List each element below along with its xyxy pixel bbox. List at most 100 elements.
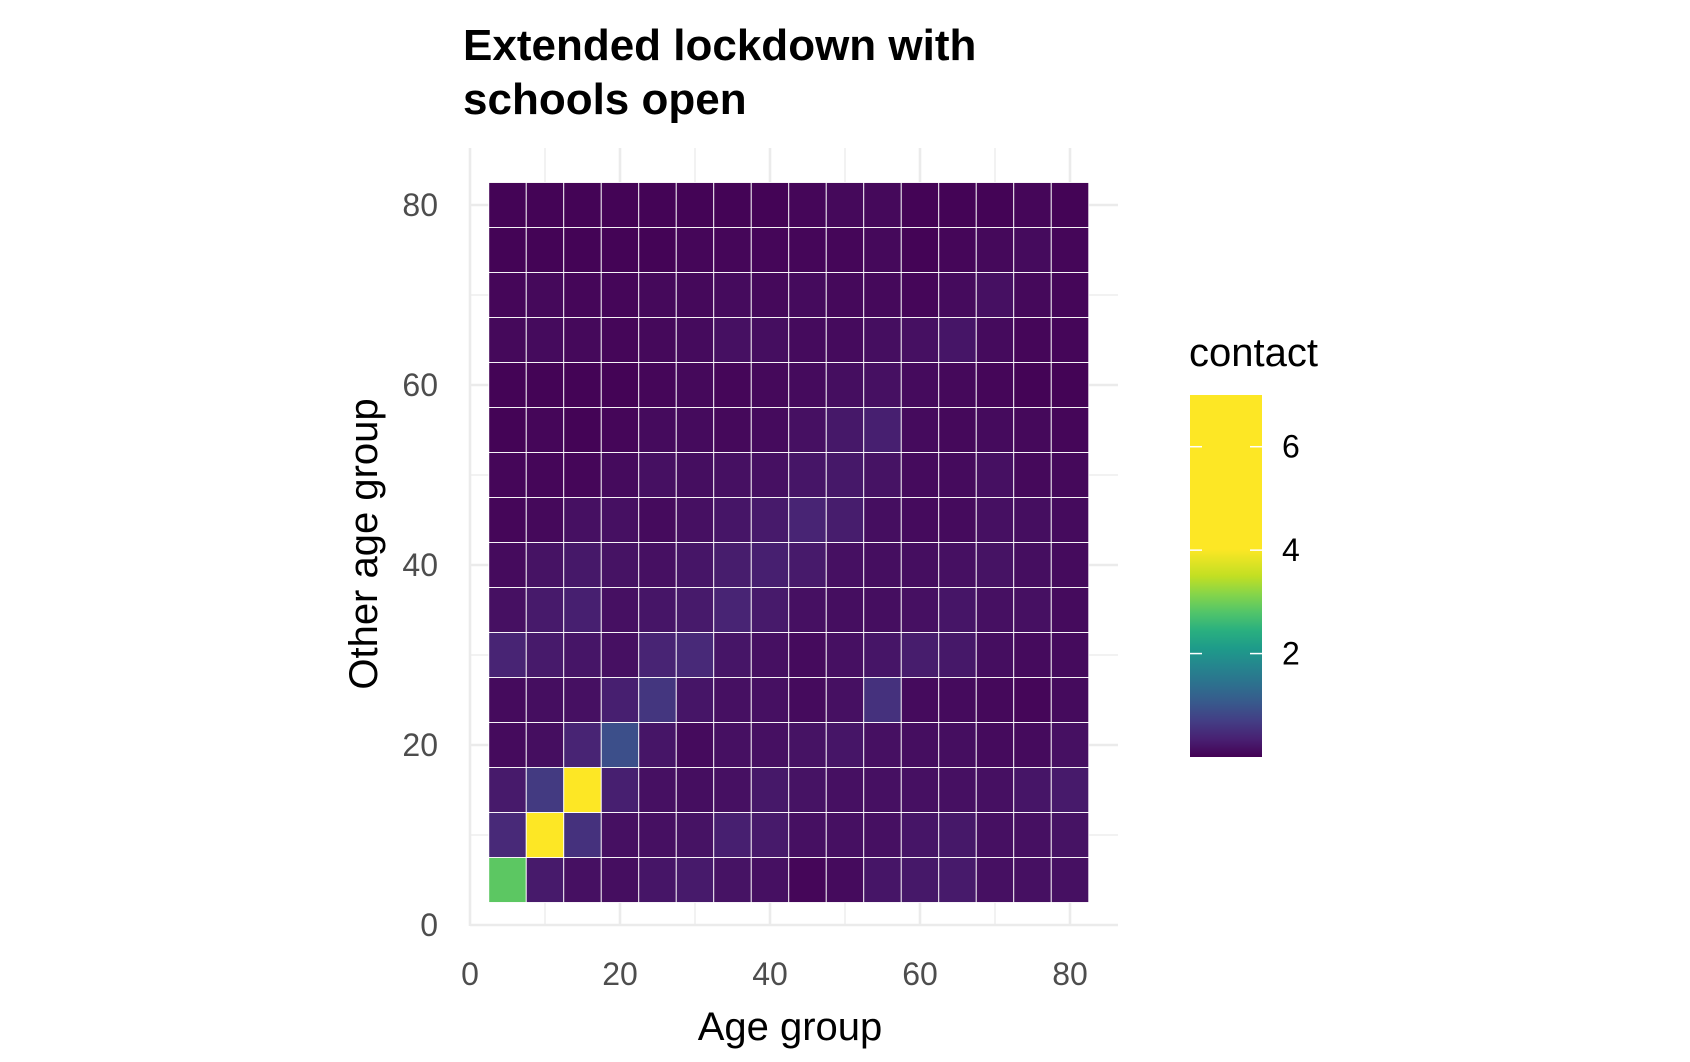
- heatmap-cell: [1013, 452, 1052, 498]
- heatmap-cell: [638, 677, 677, 723]
- legend-label: 4: [1282, 532, 1300, 568]
- heatmap-cell: [488, 272, 527, 318]
- heatmap-cell: [525, 587, 565, 633]
- heatmap-cell: [975, 452, 1015, 498]
- heatmap-cell: [525, 227, 565, 273]
- heatmap-cell: [1013, 542, 1052, 588]
- heatmap-cell: [1013, 407, 1052, 453]
- heatmap-cell: [600, 227, 640, 273]
- heatmap-cell: [975, 587, 1015, 633]
- heatmap-cell: [975, 272, 1015, 318]
- heatmap-cell: [863, 182, 902, 228]
- heatmap-cell: [638, 542, 677, 588]
- heatmap-cell: [938, 632, 977, 678]
- heatmap-cell: [675, 767, 715, 813]
- heatmap-cell: [638, 767, 677, 813]
- chart-title: Extended lockdown with schools open: [463, 21, 976, 124]
- heatmap-cell: [675, 587, 715, 633]
- heatmap-cell: [938, 407, 977, 453]
- chart-title-line-2: schools open: [463, 75, 747, 124]
- heatmap-cell: [600, 272, 640, 318]
- heatmap-cell: [975, 227, 1015, 273]
- heatmap-cell: [638, 317, 677, 363]
- heatmap-cell: [900, 452, 940, 498]
- heatmap-cell: [1013, 632, 1052, 678]
- heatmap-cell: [638, 857, 677, 903]
- x-tick-label: 80: [1052, 956, 1088, 992]
- heatmap-cell: [1013, 767, 1052, 813]
- heatmap-cell: [863, 587, 902, 633]
- y-tick-label: 40: [402, 547, 438, 583]
- heatmap-cell: [750, 542, 790, 588]
- heatmap-cell: [1013, 497, 1052, 543]
- heatmap-cell: [863, 497, 902, 543]
- heatmap-cell: [675, 362, 715, 408]
- heatmap-cell: [938, 812, 977, 858]
- heatmap-cell: [525, 497, 565, 543]
- heatmap-cell: [863, 812, 902, 858]
- heatmap-cell: [863, 857, 902, 903]
- heatmap-cell: [788, 812, 827, 858]
- heatmap-cell: [750, 587, 790, 633]
- heatmap-cell: [863, 767, 902, 813]
- heatmap-cell: [750, 452, 790, 498]
- heatmap-cell: [600, 722, 640, 768]
- heatmap-cell: [750, 227, 790, 273]
- heatmap-cell: [863, 452, 902, 498]
- heatmap-cell: [675, 632, 715, 678]
- heatmap-cell: [600, 497, 640, 543]
- heatmap-cell: [975, 407, 1015, 453]
- heatmap-cell: [563, 362, 602, 408]
- heatmap-cell: [675, 317, 715, 363]
- heatmap-cell: [600, 767, 640, 813]
- heatmap-cell: [525, 812, 565, 858]
- heatmap-cell: [675, 812, 715, 858]
- heatmap-cell: [1050, 317, 1090, 363]
- heatmap-cell: [638, 407, 677, 453]
- y-tick-label: 20: [402, 727, 438, 763]
- heatmap-cell: [750, 857, 790, 903]
- heatmap-cell: [488, 632, 527, 678]
- heatmap-cell: [750, 497, 790, 543]
- heatmap-cell: [525, 362, 565, 408]
- heatmap-cell: [675, 407, 715, 453]
- heatmap-cell: [750, 632, 790, 678]
- heatmap-cell: [1013, 227, 1052, 273]
- heatmap-cell: [938, 452, 977, 498]
- heatmap-cell: [675, 542, 715, 588]
- heatmap-cell: [713, 857, 752, 903]
- heatmap-cell: [713, 812, 752, 858]
- heatmap-cell: [1050, 587, 1090, 633]
- heatmap-cell: [675, 452, 715, 498]
- heatmap-cell: [713, 587, 752, 633]
- heatmap-cell: [938, 767, 977, 813]
- heatmap-cell: [750, 317, 790, 363]
- heatmap-cell: [825, 452, 865, 498]
- heatmap-cell: [750, 182, 790, 228]
- heatmap-cell: [975, 182, 1015, 228]
- heatmap-cell: [600, 182, 640, 228]
- heatmap-cell: [525, 317, 565, 363]
- heatmap-cell: [713, 182, 752, 228]
- heatmap-cell: [825, 587, 865, 633]
- heatmap-cell: [675, 722, 715, 768]
- heatmap-cell: [600, 452, 640, 498]
- heatmap-cell: [1013, 587, 1052, 633]
- heatmap-cell: [788, 272, 827, 318]
- heatmap-cell: [563, 722, 602, 768]
- heatmap-cell: [525, 857, 565, 903]
- heatmap-cell: [488, 317, 527, 363]
- heatmap-cell: [563, 542, 602, 588]
- heatmap-cell: [600, 677, 640, 723]
- heatmap-cell: [863, 542, 902, 588]
- heatmap-cell: [638, 452, 677, 498]
- heatmap-cell: [488, 857, 527, 903]
- x-tick-label: 60: [902, 956, 938, 992]
- heatmap-cell: [825, 227, 865, 273]
- y-tick-label: 60: [402, 367, 438, 403]
- heatmap-cell: [563, 677, 602, 723]
- heatmap-cells: [488, 182, 1090, 903]
- heatmap-cell: [600, 587, 640, 633]
- heatmap-cell: [675, 272, 715, 318]
- x-tick-label: 20: [602, 956, 638, 992]
